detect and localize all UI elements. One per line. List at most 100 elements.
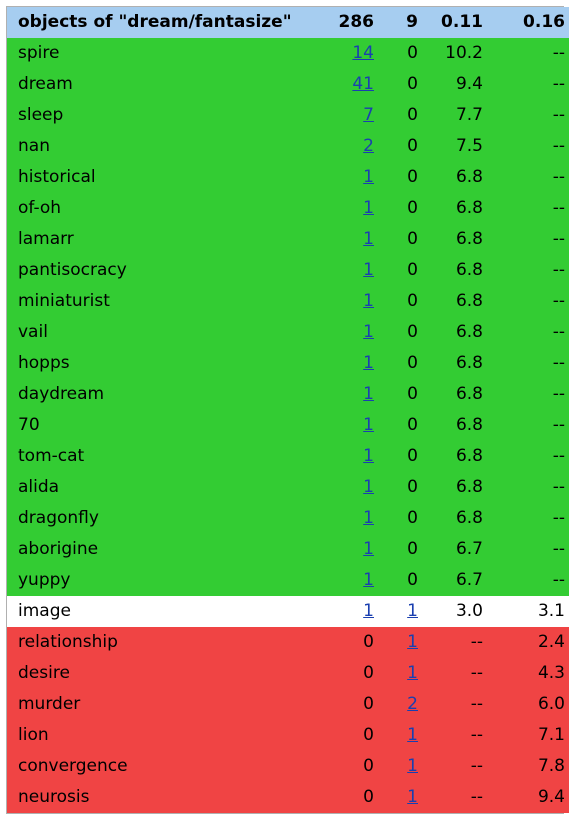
frequency-a-value: 0: [318, 627, 374, 658]
frequency-b-cell: 1: [374, 658, 418, 689]
frequency-b-link[interactable]: 1: [407, 787, 418, 807]
collocate-word: hopps: [7, 348, 318, 379]
frequency-a-cell: 1: [318, 348, 374, 379]
collocate-word: sleep: [7, 100, 318, 131]
frequency-b-link[interactable]: 1: [407, 725, 418, 745]
collocate-word: dream: [7, 69, 318, 100]
frequency-b-link[interactable]: 1: [407, 756, 418, 776]
table-row: miniaturist 1 0 6.8 --: [7, 286, 569, 317]
score-b-value: 4.3: [483, 658, 569, 689]
frequency-a-link[interactable]: 1: [363, 167, 374, 187]
frequency-b-value: 0: [374, 38, 418, 69]
collocate-word: miniaturist: [7, 286, 318, 317]
frequency-a-link[interactable]: 1: [363, 508, 374, 528]
frequency-a-value: 0: [318, 782, 374, 813]
score-a-value: 6.8: [418, 286, 483, 317]
frequency-a-link[interactable]: 7: [363, 105, 374, 125]
frequency-b-value: 0: [374, 379, 418, 410]
frequency-a-link[interactable]: 1: [363, 322, 374, 342]
frequency-a-cell: 1: [318, 379, 374, 410]
frequency-a-link[interactable]: 41: [352, 74, 374, 94]
frequency-b-value: 0: [374, 472, 418, 503]
score-b-value: --: [483, 379, 569, 410]
frequency-a-link[interactable]: 1: [363, 415, 374, 435]
table-row: historical 1 0 6.8 --: [7, 162, 569, 193]
collocate-word: daydream: [7, 379, 318, 410]
table-row: dream 41 0 9.4 --: [7, 69, 569, 100]
score-b-value: 7.1: [483, 720, 569, 751]
frequency-a-link[interactable]: 2: [363, 136, 374, 156]
frequency-a-value: 0: [318, 751, 374, 782]
score-b-value: --: [483, 100, 569, 131]
score-a-value: 6.8: [418, 162, 483, 193]
frequency-a-link[interactable]: 1: [363, 477, 374, 497]
frequency-b-value: 0: [374, 286, 418, 317]
frequency-a-value: 0: [318, 689, 374, 720]
score-b-value: --: [483, 255, 569, 286]
frequency-b-cell: 1: [374, 596, 418, 627]
score-a-value: 6.8: [418, 410, 483, 441]
collocate-word: aborigine: [7, 534, 318, 565]
frequency-b-value: 0: [374, 503, 418, 534]
score-a-value: --: [418, 751, 483, 782]
frequency-a-link[interactable]: 1: [363, 198, 374, 218]
frequency-b-value: 0: [374, 255, 418, 286]
score-b-value: --: [483, 131, 569, 162]
table-row: neurosis 0 1 -- 9.4: [7, 782, 569, 813]
frequency-a-cell: 1: [318, 193, 374, 224]
frequency-a-cell: 1: [318, 503, 374, 534]
score-a-value: 6.8: [418, 348, 483, 379]
frequency-b-link[interactable]: 1: [407, 663, 418, 683]
collocate-word: of-oh: [7, 193, 318, 224]
header-count-a: 286: [318, 7, 374, 38]
frequency-a-cell: 14: [318, 38, 374, 69]
collocate-word: desire: [7, 658, 318, 689]
table-row: of-oh 1 0 6.8 --: [7, 193, 569, 224]
frequency-a-link[interactable]: 1: [363, 229, 374, 249]
score-b-value: --: [483, 441, 569, 472]
frequency-a-link[interactable]: 1: [363, 539, 374, 559]
score-b-value: --: [483, 162, 569, 193]
collocate-word: image: [7, 596, 318, 627]
score-b-value: --: [483, 503, 569, 534]
frequency-b-link[interactable]: 1: [407, 632, 418, 652]
score-b-value: --: [483, 472, 569, 503]
frequency-a-cell: 1: [318, 534, 374, 565]
frequency-a-link[interactable]: 1: [363, 260, 374, 280]
frequency-b-link[interactable]: 1: [407, 601, 418, 621]
frequency-a-cell: 41: [318, 69, 374, 100]
frequency-a-link[interactable]: 1: [363, 601, 374, 621]
score-b-value: 2.4: [483, 627, 569, 658]
frequency-a-cell: 1: [318, 317, 374, 348]
frequency-a-link[interactable]: 1: [363, 384, 374, 404]
frequency-a-cell: 2: [318, 131, 374, 162]
score-b-value: 9.4: [483, 782, 569, 813]
score-b-value: --: [483, 410, 569, 441]
frequency-b-value: 0: [374, 162, 418, 193]
collocate-word: 70: [7, 410, 318, 441]
frequency-a-cell: 1: [318, 596, 374, 627]
score-a-value: 6.8: [418, 255, 483, 286]
frequency-a-link[interactable]: 14: [352, 43, 374, 63]
frequency-a-link[interactable]: 1: [363, 353, 374, 373]
word-sketch-table: objects of "dream/fantasize" 286 9 0.11 …: [6, 6, 569, 814]
score-a-value: 6.8: [418, 193, 483, 224]
frequency-b-value: 0: [374, 441, 418, 472]
frequency-a-link[interactable]: 1: [363, 291, 374, 311]
frequency-a-cell: 1: [318, 441, 374, 472]
table-row: alida 1 0 6.8 --: [7, 472, 569, 503]
collocate-word: murder: [7, 689, 318, 720]
score-a-value: --: [418, 720, 483, 751]
table-row: convergence 0 1 -- 7.8: [7, 751, 569, 782]
header-score-a: 0.11: [418, 7, 483, 38]
frequency-a-link[interactable]: 1: [363, 446, 374, 466]
collocate-word: historical: [7, 162, 318, 193]
frequency-b-cell: 1: [374, 627, 418, 658]
frequency-a-link[interactable]: 1: [363, 570, 374, 590]
frequency-b-link[interactable]: 2: [407, 694, 418, 714]
score-b-value: --: [483, 193, 569, 224]
collocate-word: vail: [7, 317, 318, 348]
collocate-word: spire: [7, 38, 318, 69]
table-row: yuppy 1 0 6.7 --: [7, 565, 569, 596]
frequency-b-cell: 2: [374, 689, 418, 720]
